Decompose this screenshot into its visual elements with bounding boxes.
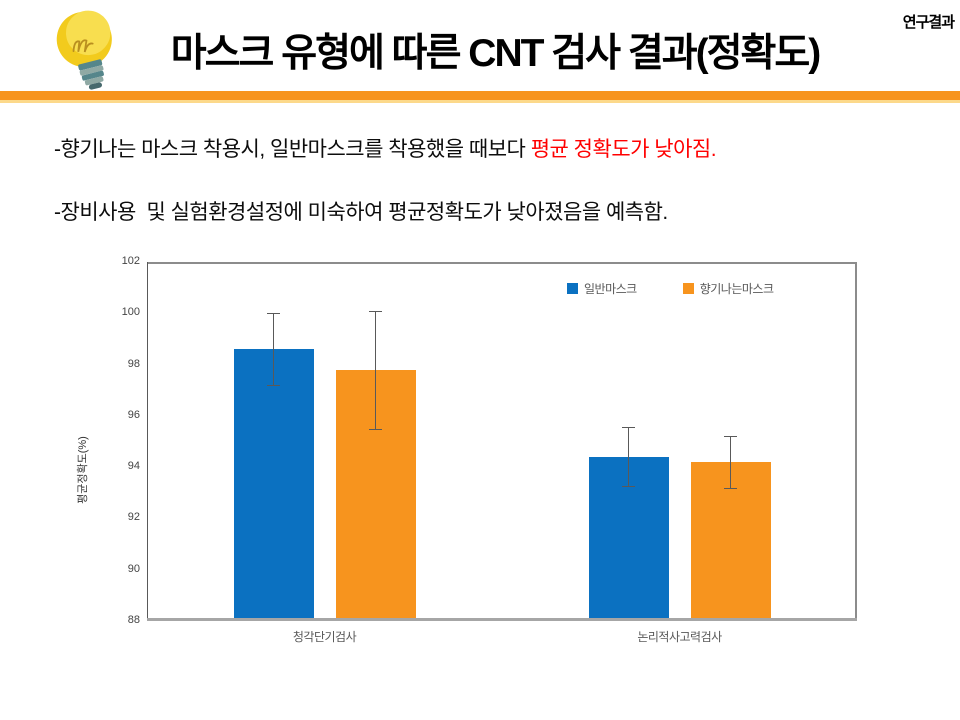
legend-label: 일반마스크: [584, 282, 637, 296]
y-tick-label: 94: [127, 460, 140, 473]
y-tick-label: 96: [127, 408, 140, 421]
error-bar: [375, 310, 376, 429]
error-bar-cap: [724, 487, 737, 489]
x-axis-line: [147, 618, 857, 621]
bar-일반마스크-청각단기검사: [233, 349, 314, 621]
error-bar-cap: [724, 436, 737, 438]
legend-item: 향기나는마스크: [682, 280, 774, 297]
error-bar-cap: [267, 385, 280, 387]
legend-swatch: [682, 283, 694, 294]
bullet-1: -향기나는 마스크 착용시, 일반마스크를 착용했을 때보다 평균 정확도가 낮…: [54, 133, 934, 163]
bullet-2: -장비사용 및 실험환경설정에 미숙하여 평균정확도가 낮아졌음을 예측함.: [54, 201, 668, 224]
error-bar-cap: [622, 427, 635, 429]
y-tick-label: 88: [127, 614, 140, 626]
plot-border-right: [855, 262, 857, 621]
legend: 일반마스크 향기나는마스크: [567, 280, 774, 297]
lightbulb-icon: [56, 10, 112, 90]
bullet-1-text: -향기나는 마스크 착용시, 일반마스크를 착용했을 때보다: [54, 138, 531, 161]
legend-item: 일반마스크: [567, 280, 637, 297]
error-bar-cap: [369, 428, 382, 430]
y-axis-line: [147, 262, 148, 621]
y-axis-title: 평균정확도(%): [77, 436, 89, 504]
y-tick-label: 100: [121, 306, 140, 319]
plot-border-top: [147, 262, 857, 264]
error-bar: [628, 427, 629, 487]
y-tick-label: 98: [127, 357, 140, 370]
error-bar: [730, 436, 731, 488]
results-badge: 연구결과: [902, 14, 955, 31]
error-bar-cap: [622, 486, 635, 488]
bullet-1-highlight: 평균 정확도가 낮아짐.: [530, 138, 717, 161]
y-tick-label: 102: [121, 255, 140, 267]
accent-divider: [0, 91, 960, 103]
page-title: 마스크 유형에 따른 CNT 검사 결과(정확도): [170, 32, 822, 75]
y-tick-label: 92: [127, 511, 140, 524]
error-bar-cap: [267, 313, 280, 315]
y-tick-label: 90: [127, 562, 140, 575]
error-bar-cap: [369, 310, 382, 312]
category-label: 청각단기검사: [292, 630, 357, 644]
legend-swatch: [567, 283, 578, 294]
filament: [72, 39, 94, 53]
error-bar: [273, 313, 274, 386]
category-label: 논리적사고력검사: [637, 630, 722, 644]
legend-label: 향기나는마스크: [699, 282, 774, 296]
